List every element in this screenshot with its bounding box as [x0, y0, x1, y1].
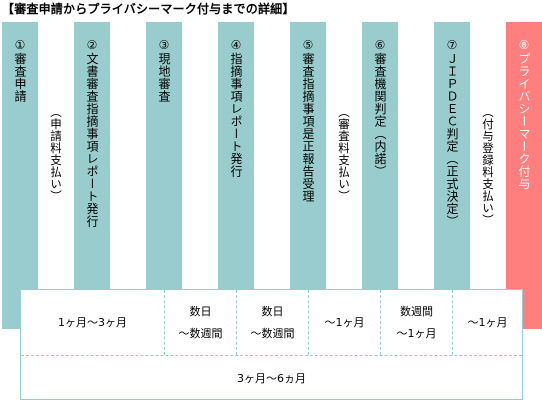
step-4-label: ④指摘事項レポート発行: [229, 38, 243, 178]
step-5-label: ⑤審査指摘事項是正報告受理: [301, 38, 315, 203]
step-3-onsite-review: ③現地審査: [146, 22, 182, 329]
segment-duration-range: ～数週間: [178, 326, 223, 340]
step-5-correction-report: ⑤審査指摘事項是正報告受理: [290, 22, 326, 329]
timeline-segment: 数日 ～数週間: [237, 290, 309, 355]
timeline-segments: 1ヶ月～3ヶ月 数日 ～数週間 数日 ～数週間 ～1ヶ月 数週間 ～1ヶ月 ～1…: [21, 290, 522, 356]
step-6-agency-judgment: ⑥審査機関判定（内諾）: [362, 22, 398, 329]
step-2-label: ②文書審査指摘事項レポート発行: [85, 38, 99, 228]
step-4-report-issue: ④指摘事項レポート発行: [218, 22, 254, 329]
total-duration: 3ヶ月～6ヵ月: [237, 372, 306, 385]
timeline-segment: ～1ヶ月: [309, 290, 381, 355]
timeline-segment: 数日 ～数週間: [165, 290, 237, 355]
timeline-total: 3ヶ月～6ヵ月: [21, 356, 522, 400]
step-7-label: ⑦ＪＩＰＤＥＣ判定（正式決定）: [445, 38, 459, 228]
note-application-fee-label: （申請料支払い）: [49, 106, 63, 202]
timeline-segment: ～1ヶ月: [453, 290, 522, 355]
segment-duration: 数日: [189, 304, 212, 318]
step-1-application: ①審査申請: [2, 22, 38, 329]
step-1-label: ①審査申請: [13, 38, 27, 103]
note-registration-fee-label: （付与登録料支払い）: [481, 106, 495, 226]
segment-duration-range: ～1ヶ月: [396, 326, 437, 340]
segment-duration-range: ～数週間: [250, 326, 295, 340]
step-8-label: ⑧プライバシーマーク付与: [517, 38, 531, 190]
timeline-segment: 数週間 ～1ヶ月: [381, 290, 453, 355]
segment-duration: 数日: [261, 304, 284, 318]
step-3-label: ③現地審査: [157, 38, 171, 103]
step-6-label: ⑥審査機関判定（内諾）: [373, 38, 387, 178]
step-7-jipdec-judgment: ⑦ＪＩＰＤＥＣ判定（正式決定）: [434, 22, 470, 329]
segment-duration: ～1ヶ月: [467, 315, 508, 329]
segment-duration: 数週間: [400, 304, 433, 318]
timeline-segment: 1ヶ月～3ヶ月: [21, 290, 165, 355]
timeline-box: 1ヶ月～3ヶ月 数日 ～数週間 数日 ～数週間 ～1ヶ月 数週間 ～1ヶ月 ～1…: [20, 289, 523, 400]
segment-duration: 1ヶ月～3ヶ月: [58, 315, 127, 329]
diagram-title: 【審査申請からプライバシーマーク付与までの詳細】: [2, 2, 295, 16]
note-review-fee-label: （審査料支払い）: [337, 106, 351, 202]
step-2-document-review: ②文書審査指摘事項レポート発行: [74, 22, 110, 329]
segment-duration: ～1ヶ月: [324, 315, 365, 329]
step-8-privacy-mark-grant: ⑧プライバシーマーク付与: [506, 22, 542, 329]
